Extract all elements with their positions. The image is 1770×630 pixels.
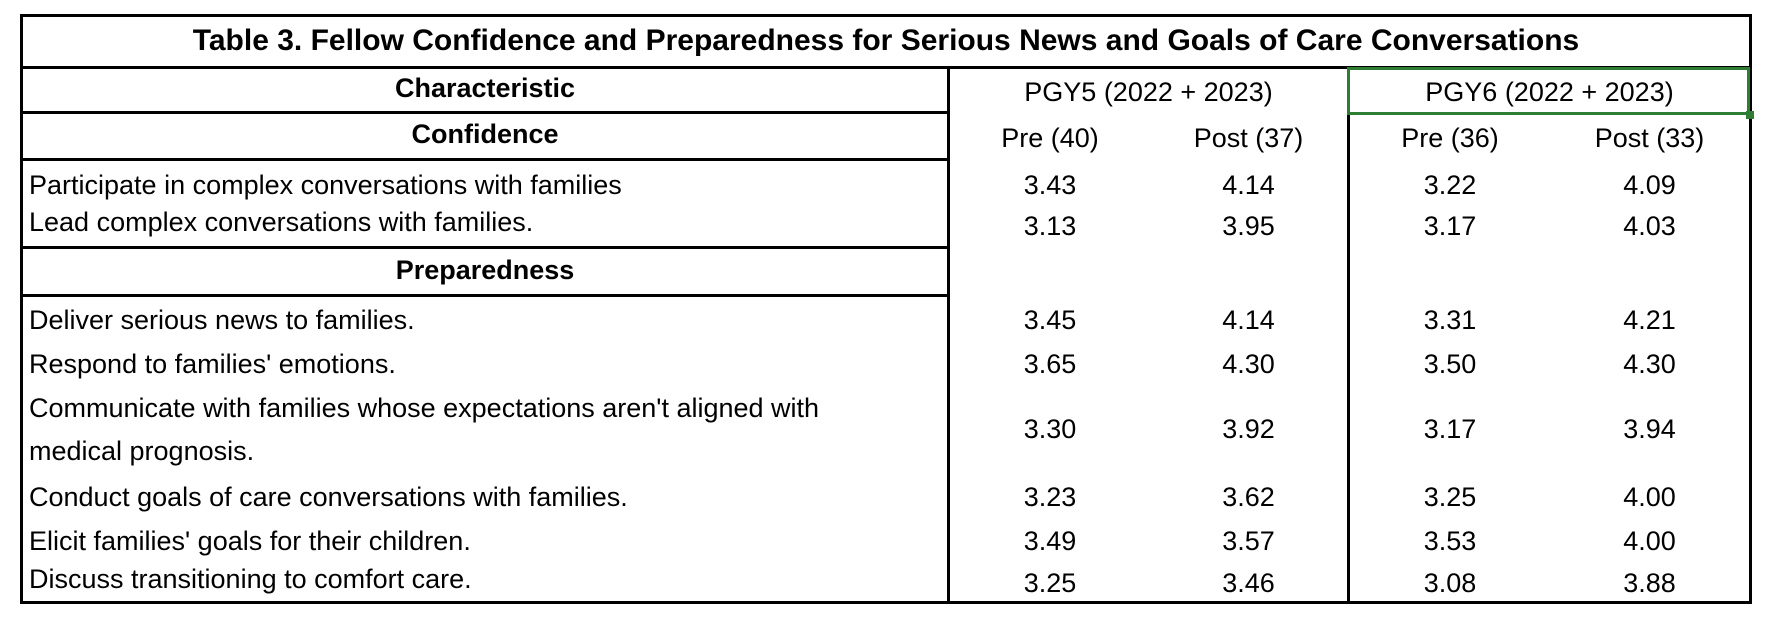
- row-label: Respond to families' emotions.: [29, 349, 396, 379]
- row-value: 4.00: [1623, 526, 1676, 556]
- row-value: 3.25: [1423, 482, 1477, 512]
- subheader-pgy6-pre: Pre (36): [1401, 123, 1499, 153]
- header-pgy6: PGY6 (2022 + 2023): [1425, 77, 1674, 107]
- row-value: 3.23: [1023, 482, 1077, 512]
- row-value: 4.30: [1623, 349, 1676, 379]
- border-prep-bottom: [20, 294, 950, 297]
- row-label-line2: medical prognosis.: [29, 436, 255, 466]
- row-value: 4.14: [1222, 305, 1275, 335]
- row-value: 3.92: [1222, 414, 1275, 444]
- row-value: 4.00: [1623, 482, 1676, 512]
- border-outer-top: [20, 14, 1752, 17]
- row-value: 3.62: [1222, 482, 1275, 512]
- border-prep-top: [20, 246, 950, 249]
- row-value: 3.95: [1222, 211, 1275, 241]
- row-value: 3.45: [1023, 305, 1077, 335]
- row-value: 3.13: [1023, 211, 1077, 241]
- row-value: 4.09: [1623, 170, 1676, 200]
- border-outer-right: [1749, 14, 1752, 604]
- subheader-pgy5-post: Post (37): [1193, 123, 1304, 153]
- header-pgy5: PGY5 (2022 + 2023): [1024, 77, 1273, 107]
- row-label: Conduct goals of care conversations with…: [29, 482, 628, 512]
- selected-cell[interactable]: [1347, 67, 1750, 115]
- subheader-pgy6-post: Post (33): [1594, 123, 1705, 153]
- row-value: 4.30: [1222, 349, 1275, 379]
- header-characteristic: Characteristic: [394, 73, 576, 103]
- row-value: 3.57: [1222, 526, 1275, 556]
- row-label-line1: Communicate with families whose expectat…: [29, 393, 820, 423]
- row-value: 3.46: [1222, 568, 1275, 598]
- row-value: 4.03: [1623, 211, 1676, 241]
- border-title-bottom: [20, 66, 1752, 69]
- row-value: 3.31: [1423, 305, 1477, 335]
- row-value: 3.53: [1423, 526, 1477, 556]
- table-title: Table 3. Fellow Confidence and Preparedn…: [192, 24, 1580, 57]
- row-value: 3.50: [1423, 349, 1477, 379]
- row-value: 3.30: [1023, 414, 1077, 444]
- row-value: 3.65: [1023, 349, 1077, 379]
- border-col-split: [947, 66, 950, 604]
- row-value: 3.08: [1423, 568, 1477, 598]
- row-label: Lead complex conversations with families…: [29, 207, 534, 237]
- row-value: 4.21: [1623, 305, 1676, 335]
- row-value: 3.94: [1623, 414, 1676, 444]
- border-outer-left: [20, 14, 23, 604]
- row-value: 4.14: [1222, 170, 1275, 200]
- row-value: 3.22: [1423, 170, 1477, 200]
- row-label: Participate in complex conversations wit…: [29, 170, 622, 200]
- row-value: 3.17: [1423, 414, 1477, 444]
- border-confidence-bottom: [20, 158, 950, 161]
- border-header-bottom: [20, 111, 950, 114]
- row-value: 3.25: [1023, 568, 1077, 598]
- row-label: Elicit families' goals for their childre…: [29, 526, 471, 556]
- row-label: Deliver serious news to families.: [29, 305, 415, 335]
- section-preparedness: Preparedness: [395, 255, 575, 285]
- border-group-split: [1347, 66, 1350, 604]
- row-value: 3.17: [1423, 211, 1477, 241]
- border-outer-bottom: [20, 601, 1752, 604]
- section-confidence: Confidence: [411, 119, 559, 149]
- row-value: 3.43: [1023, 170, 1077, 200]
- fill-handle[interactable]: [1746, 111, 1754, 119]
- row-label: Discuss transitioning to comfort care.: [29, 564, 472, 594]
- row-value: 3.49: [1023, 526, 1077, 556]
- subheader-pgy5-pre: Pre (40): [1001, 123, 1099, 153]
- row-value: 3.88: [1623, 568, 1676, 598]
